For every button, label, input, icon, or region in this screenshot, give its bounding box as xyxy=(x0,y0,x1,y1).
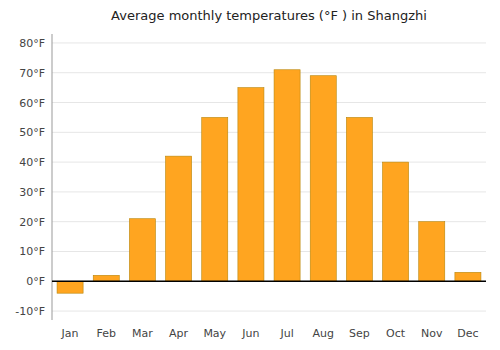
y-tick-label: 50°F xyxy=(19,126,45,139)
y-tick-label: 70°F xyxy=(19,67,45,80)
bar xyxy=(166,156,192,281)
x-tick-label: Mar xyxy=(132,327,153,340)
y-tick-label: 30°F xyxy=(19,186,45,199)
y-tick-label: 10°F xyxy=(19,245,45,258)
grid-line xyxy=(52,311,486,312)
x-tick-label: Jul xyxy=(279,327,293,340)
x-tick-label: Feb xyxy=(97,327,116,340)
y-tick-label: -10°F xyxy=(15,305,45,318)
grid-line xyxy=(52,72,486,73)
grid-line xyxy=(52,191,486,192)
grid-line xyxy=(52,281,486,282)
x-tick-label: Jun xyxy=(241,327,259,340)
x-tick-label: Sep xyxy=(349,327,370,340)
bar xyxy=(419,222,445,282)
y-tick-label: 20°F xyxy=(19,216,45,229)
bar xyxy=(93,275,119,281)
y-tick-labels: -10°F 0°F 10°F 20°F 30°F 40°F 50°F 60°F 70°F 80°F xyxy=(15,37,45,318)
x-tick-label: Apr xyxy=(169,327,189,340)
x-tick-label: Nov xyxy=(421,327,443,340)
x-tick-label: Aug xyxy=(313,327,334,340)
grid-line xyxy=(52,132,486,133)
x-tick-label: Jan xyxy=(61,327,79,340)
bar xyxy=(202,117,228,281)
bar xyxy=(129,219,155,282)
y-axis-line xyxy=(52,34,53,320)
grid-line xyxy=(52,102,486,103)
bar xyxy=(346,117,372,281)
bar xyxy=(274,70,300,282)
y-tick-label: 60°F xyxy=(19,97,45,110)
y-tick-label: 80°F xyxy=(19,37,45,50)
x-tick-labels: Jan Feb Mar Apr May Jun Jul Aug Sep Oct Nov Dec xyxy=(61,327,479,340)
y-tick-label: 0°F xyxy=(26,275,45,288)
bar xyxy=(238,88,264,282)
x-tick-label: May xyxy=(203,327,226,340)
chart-container: Average monthly temperatures (°F ) in Sh… xyxy=(0,0,500,350)
bar xyxy=(455,272,481,281)
bar xyxy=(310,76,336,282)
x-tick-label: Dec xyxy=(457,327,478,340)
chart-title: Average monthly temperatures (°F ) in Sh… xyxy=(111,8,427,23)
grid-line xyxy=(52,42,486,43)
bar xyxy=(383,162,409,281)
grid-line xyxy=(52,162,486,163)
y-tick-label: 40°F xyxy=(19,156,45,169)
bars xyxy=(57,70,481,293)
zero-line xyxy=(52,281,486,283)
grid xyxy=(52,43,486,311)
x-tick-label: Oct xyxy=(386,327,406,340)
bar xyxy=(57,281,83,293)
chart-svg: Average monthly temperatures (°F ) in Sh… xyxy=(0,0,500,350)
